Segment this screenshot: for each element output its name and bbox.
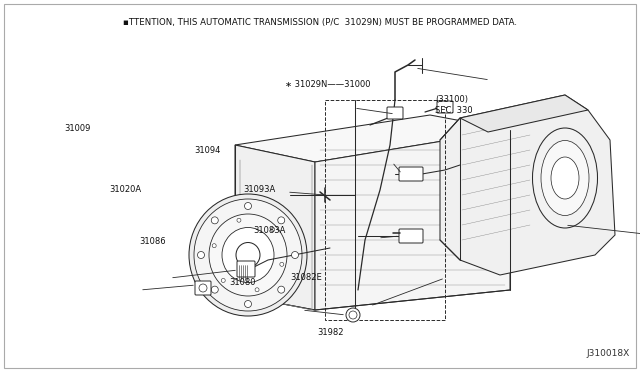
Ellipse shape (212, 244, 216, 248)
Ellipse shape (221, 279, 225, 282)
Ellipse shape (189, 194, 307, 316)
Text: (33100): (33100) (435, 95, 468, 104)
Polygon shape (315, 130, 510, 310)
Ellipse shape (244, 202, 252, 209)
Polygon shape (440, 95, 615, 275)
Text: 31093A: 31093A (243, 185, 275, 194)
Ellipse shape (551, 157, 579, 199)
Ellipse shape (237, 218, 241, 222)
Ellipse shape (278, 286, 285, 293)
Polygon shape (460, 95, 588, 132)
Text: ▪TTENTION, THIS AUTOMATIC TRANSMISSION (P/C  31029N) MUST BE PROGRAMMED DATA.: ▪TTENTION, THIS AUTOMATIC TRANSMISSION (… (123, 18, 517, 27)
FancyBboxPatch shape (387, 107, 403, 119)
Ellipse shape (349, 311, 357, 319)
Text: ∗ 31029N——31000: ∗ 31029N——31000 (285, 80, 371, 89)
Text: 31086: 31086 (140, 237, 166, 246)
Ellipse shape (346, 308, 360, 322)
FancyBboxPatch shape (237, 261, 255, 277)
Ellipse shape (199, 284, 207, 292)
Ellipse shape (255, 288, 259, 292)
Text: 31080: 31080 (229, 278, 255, 287)
FancyBboxPatch shape (399, 167, 423, 181)
Text: 31082E: 31082E (290, 273, 322, 282)
Ellipse shape (271, 228, 275, 231)
Polygon shape (235, 145, 315, 310)
Ellipse shape (211, 217, 218, 224)
FancyBboxPatch shape (195, 281, 211, 295)
Ellipse shape (532, 128, 598, 228)
Text: 31009: 31009 (64, 124, 90, 133)
Ellipse shape (278, 217, 285, 224)
FancyBboxPatch shape (437, 101, 453, 113)
Text: 31094: 31094 (194, 146, 220, 155)
Ellipse shape (280, 262, 284, 266)
Ellipse shape (209, 214, 287, 296)
Text: 31083A: 31083A (253, 226, 285, 235)
Ellipse shape (291, 251, 298, 259)
FancyBboxPatch shape (399, 229, 423, 243)
Ellipse shape (211, 286, 218, 293)
Ellipse shape (194, 199, 302, 311)
Ellipse shape (198, 251, 205, 259)
Ellipse shape (222, 228, 274, 282)
Ellipse shape (541, 141, 589, 215)
Ellipse shape (236, 243, 260, 267)
Text: SEC. 330: SEC. 330 (435, 106, 473, 115)
Text: 31020A: 31020A (109, 185, 141, 194)
Text: 31982: 31982 (317, 328, 343, 337)
Text: J310018X: J310018X (587, 349, 630, 358)
Polygon shape (235, 115, 510, 162)
Ellipse shape (244, 301, 252, 308)
